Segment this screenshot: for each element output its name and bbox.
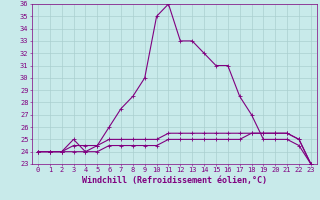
X-axis label: Windchill (Refroidissement éolien,°C): Windchill (Refroidissement éolien,°C) (82, 176, 267, 185)
